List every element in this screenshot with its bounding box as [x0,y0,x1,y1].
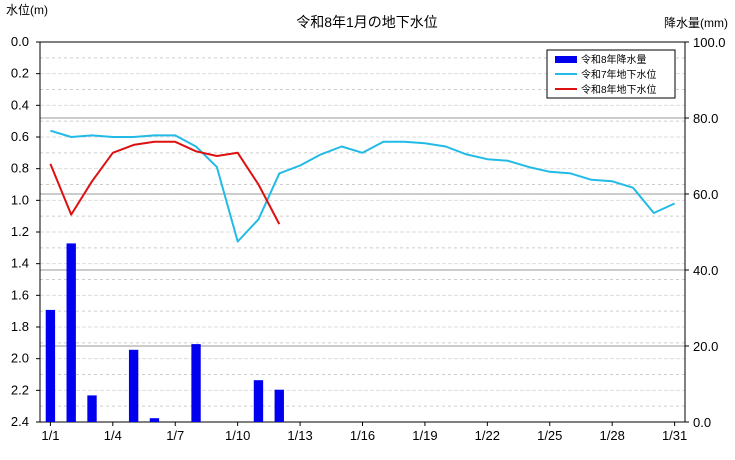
left-tick-label: 1.6 [11,287,29,302]
series-line-r7 [50,129,676,243]
legend-swatch-bar [555,56,577,63]
x-tick-label: 1/25 [537,428,562,443]
x-tick-label: 1/10 [225,428,250,443]
x-tick-label: 1/4 [104,428,122,443]
left-tick-label: 2.4 [11,414,29,429]
left-tick-label: 2.2 [11,382,29,397]
chart-title: 令和8年1月の地下水位 [296,14,438,30]
left-tick-label: 1.0 [11,192,29,207]
left-tick-label: 1.2 [11,224,29,239]
right-tick-label: 60.0 [693,187,718,202]
right-tick-label: 100.0 [693,35,726,50]
right-axis-label: 降水量(mm) [664,16,728,30]
x-tick-label: 1/22 [475,428,500,443]
right-tick-label: 0.0 [693,415,711,430]
left-tick-label: 0.0 [11,34,29,49]
x-tick-label: 1/13 [287,428,312,443]
legend-label: 令和7年地下水位 [581,68,657,81]
precip-bar [45,309,56,422]
left-axis-label: 水位(m) [6,2,48,17]
left-tick-label: 0.2 [11,66,29,81]
legend-label: 令和8年降水量 [581,53,647,66]
precip-bar [87,395,97,422]
precip-bar [274,389,284,422]
x-tick-label: 1/31 [662,428,687,443]
series-line-r8 [49,140,281,225]
left-tick-label: 0.8 [11,161,29,176]
precip-bar [128,349,139,422]
precip-bar [191,344,201,422]
x-tick-label: 1/28 [600,428,625,443]
left-tick-label: 1.4 [11,256,29,271]
precip-bar [253,380,264,422]
right-tick-label: 40.0 [693,263,718,278]
left-tick-label: 2.0 [11,351,29,366]
right-tick-label: 80.0 [693,111,718,126]
precip-bar [66,243,76,422]
legend-label: 令和8年地下水位 [581,83,657,96]
x-tick-label: 1/1 [41,428,59,443]
x-tick-label: 1/16 [350,428,375,443]
right-tick-label: 20.0 [693,339,718,354]
left-tick-label: 0.4 [11,97,29,112]
x-tick-label: 1/7 [166,428,184,443]
precip-bar [149,418,160,422]
left-tick-label: 1.8 [11,319,29,334]
x-tick-label: 1/19 [412,428,437,443]
left-tick-label: 0.6 [11,129,29,144]
